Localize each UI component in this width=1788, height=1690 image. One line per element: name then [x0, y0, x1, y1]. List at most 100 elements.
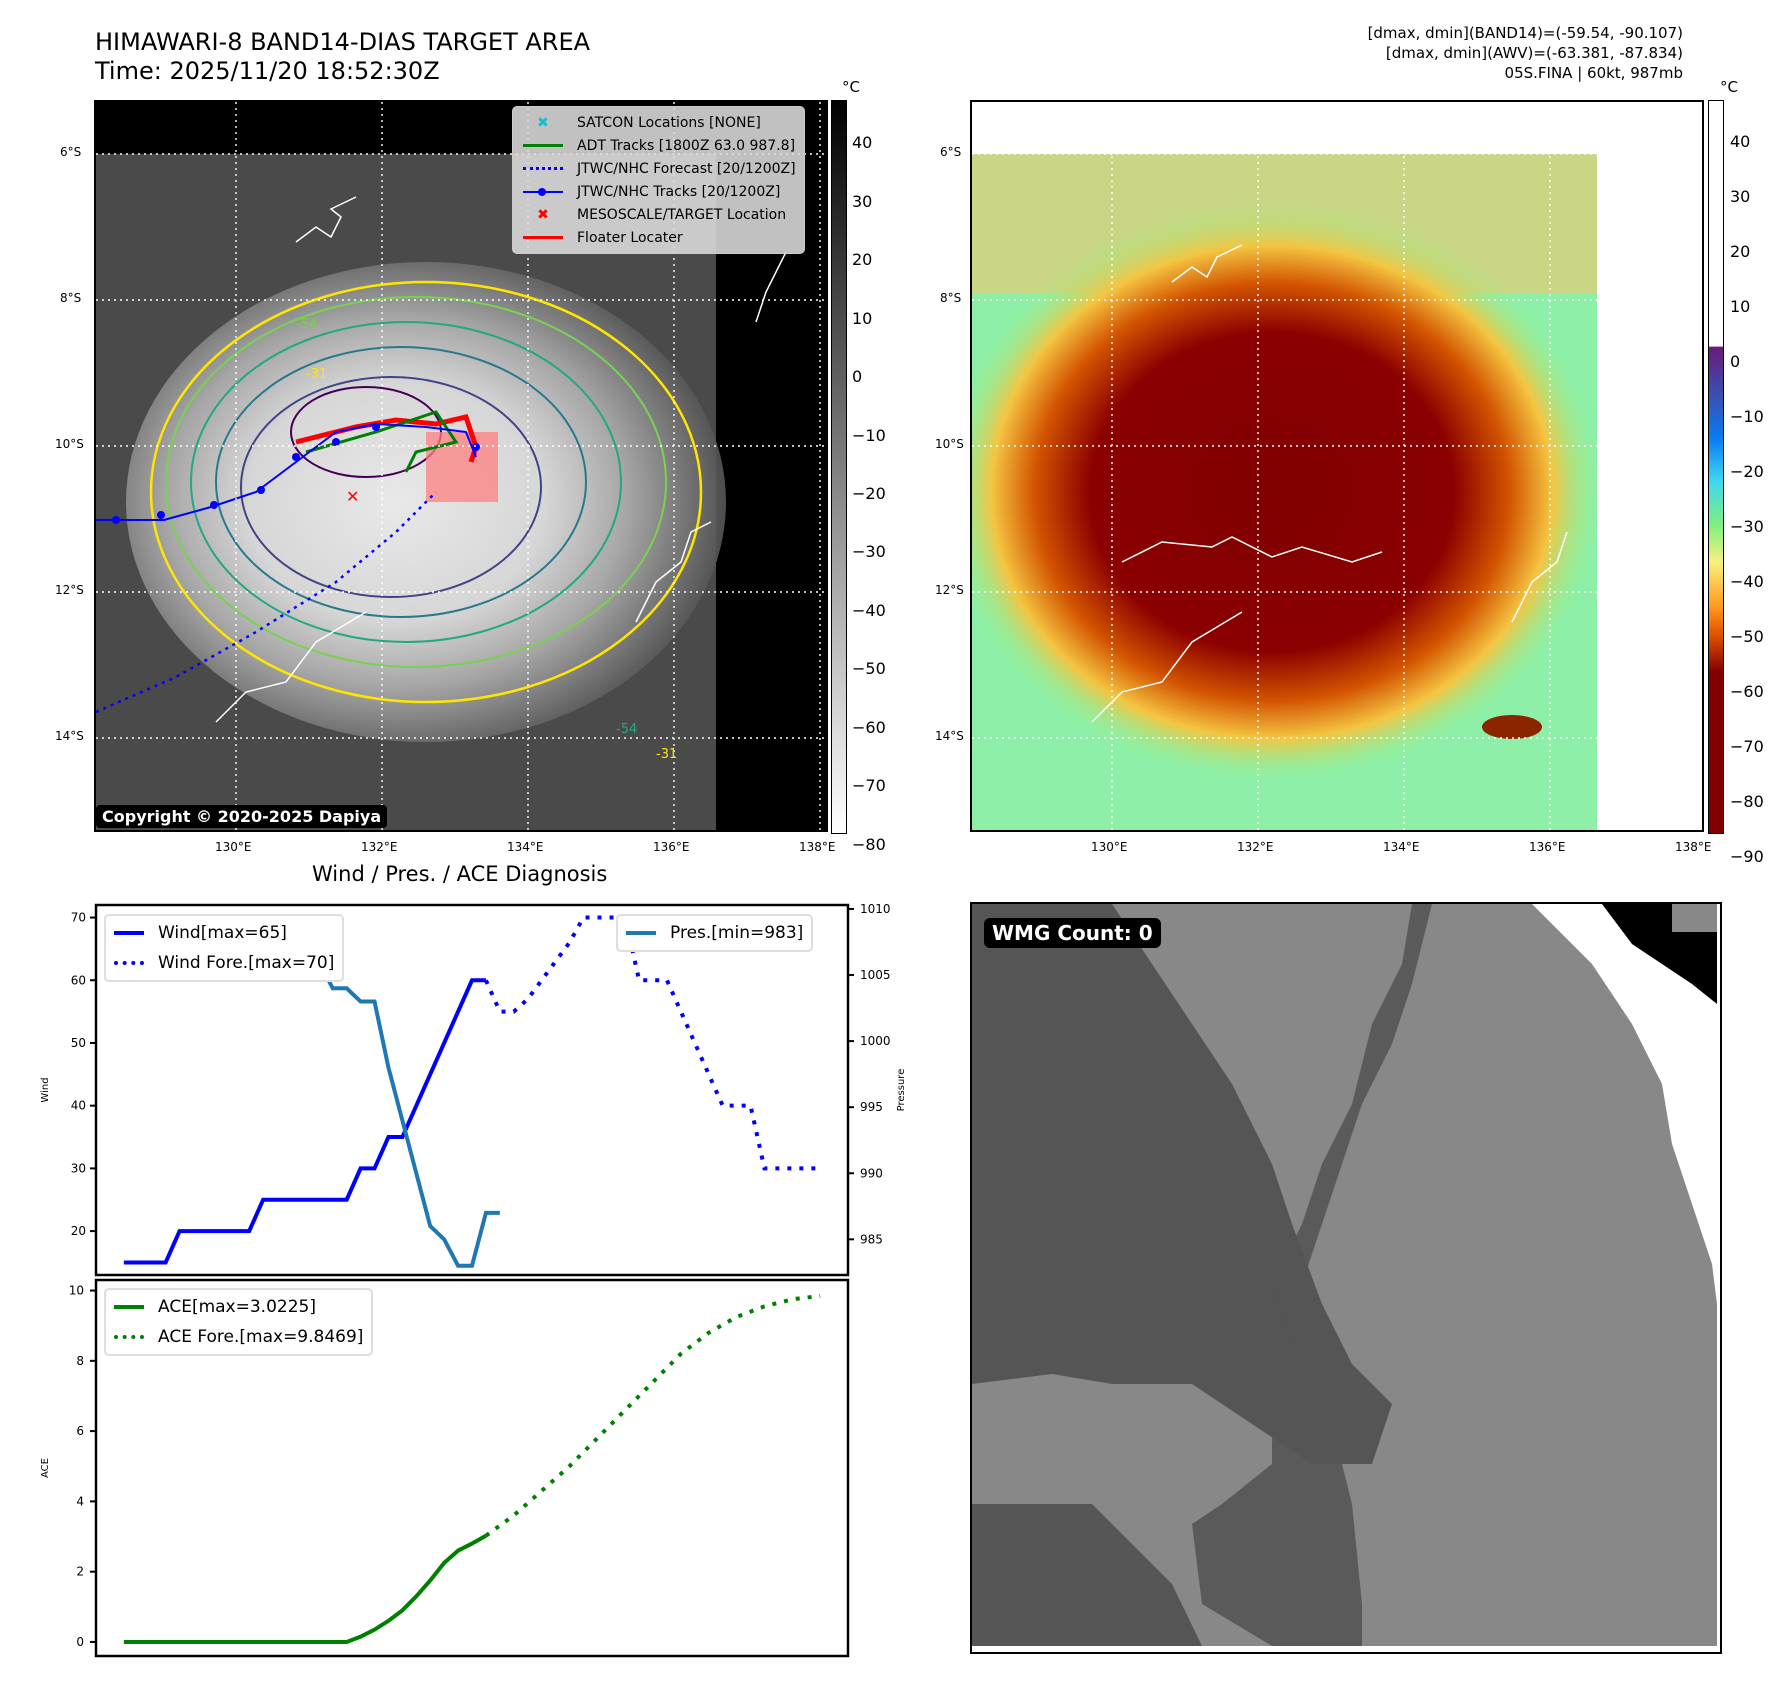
colorbar-tick-label: −80 [852, 834, 886, 854]
y-tick-label: 10 [69, 1284, 84, 1298]
legend-item-wind: Wind[max=65] [114, 918, 334, 948]
lon-label: 130°E [1091, 840, 1128, 854]
wmg-dark-corner [972, 1504, 1202, 1646]
awv-colorbar [1708, 100, 1724, 834]
colorbar-tick-label: 10 [1730, 296, 1751, 316]
jtwc-track-line [96, 422, 477, 521]
colorbar-tick-label: −30 [1730, 516, 1764, 536]
colorbar-tick-label: −70 [1730, 736, 1764, 756]
colorbar-tick-label: −30 [852, 542, 886, 562]
colorbar-tick-label: −40 [852, 600, 886, 620]
colorbar-tick-label: 0 [852, 367, 863, 387]
legend-item-target: ✖ MESOSCALE/TARGET Location [537, 206, 787, 223]
blue-solid-line-icon [114, 931, 144, 935]
y-tick-label: 20 [71, 1224, 86, 1238]
band14-range-info: [dmax, dmin](BAND14)=(-59.54, -90.107) [1367, 24, 1683, 42]
y2-tick-label: 990 [860, 1166, 883, 1180]
colorbar-tick-label: −50 [852, 659, 886, 679]
contour-indigo [240, 376, 542, 598]
legend-item-ace: ACE[max=3.0225] [114, 1292, 363, 1322]
storm-info: 05S.FINA | 60kt, 987mb [1504, 64, 1683, 82]
blue-dotted-line-icon [523, 167, 563, 170]
legend-item-ace-forecast: ACE Fore.[max=9.8469] [114, 1322, 363, 1352]
coastlines [215, 196, 787, 723]
y2-tick-label: 1000 [860, 1034, 891, 1048]
colorbar-tick-label: 40 [1730, 131, 1751, 151]
green-line-icon [523, 144, 563, 147]
colorbar-tick-label: −40 [1730, 571, 1764, 591]
y2-tick-label: 985 [860, 1232, 883, 1246]
y2-tick-label: 1010 [860, 902, 891, 916]
awv-cell [1482, 715, 1542, 739]
y2-axis-label: Pressure [896, 1069, 907, 1112]
colorbar-tick-label: 0 [1730, 351, 1741, 371]
lat-label: 12°S [55, 583, 84, 597]
lon-label: 136°E [1529, 840, 1566, 854]
wmg-panel: WMG Count: 0 [970, 902, 1722, 1654]
colorbar-tick-label: 20 [1730, 241, 1751, 261]
y-tick-label: 40 [71, 1099, 86, 1113]
wmg-dark-band [1132, 904, 1432, 1646]
wmg-white-area [1452, 904, 1717, 1304]
ir-legend: ✖ SATCON Locations [NONE] ADT Tracks [18… [512, 106, 805, 254]
contour-green [165, 296, 667, 668]
ir-colorbar [831, 100, 847, 834]
jtwc-track-points [112, 423, 480, 524]
target-location-marker: ✕ [346, 487, 359, 506]
legend-item-floater: Floater Locater [521, 226, 796, 249]
ir-imagery: ✕ [96, 102, 826, 830]
green-solid-line-icon [114, 1305, 144, 1309]
figure-time: Time: 2025/11/20 18:52:30Z [95, 57, 440, 85]
wind-legend: Wind[max=65] Wind Fore.[max=70] [104, 914, 345, 982]
y-tick-label: 70 [71, 911, 86, 925]
awv-panel [970, 100, 1704, 832]
plot-frame [94, 1278, 850, 1658]
y-axis-label: ACE [40, 1458, 51, 1478]
y-tick-label: 60 [71, 973, 86, 987]
lon-label: 134°E [1383, 840, 1420, 854]
wmg-light-patch [1672, 904, 1717, 932]
lat-label: 14°S [55, 729, 84, 743]
lat-label: 6°S [60, 145, 82, 159]
plot-frame [94, 903, 850, 1277]
y-tick-label: 8 [76, 1354, 84, 1368]
lon-label: 138°E [1675, 840, 1712, 854]
colorbar-tick-label: −70 [852, 776, 886, 796]
ir-satellite-panel: ✕ ✖ SATCON Locations [NONE] ADT Tracks [… [94, 100, 828, 832]
lon-label: 132°E [1237, 840, 1274, 854]
contour-label: -54 [296, 317, 318, 332]
jtwc-forecast-track [96, 491, 437, 714]
colorbar-tick-label: −60 [1730, 681, 1764, 701]
figure-title: HIMAWARI-8 BAND14-DIAS TARGET AREA [95, 28, 591, 56]
y-tick-label: 2 [76, 1565, 84, 1579]
colorbar-tick-label: −20 [852, 484, 886, 503]
y2-tick-label: 1005 [860, 968, 891, 982]
colorbar-tick-label: −90 [1730, 846, 1764, 866]
contour-label: -31 [656, 747, 678, 762]
coastlines [1091, 244, 1568, 723]
y-tick-label: 6 [76, 1424, 84, 1438]
lat-label: 6°S [940, 145, 962, 159]
wmg-count-label: WMG Count: 0 [984, 918, 1161, 948]
lat-label: 12°S [935, 583, 964, 597]
y2-tick-label: 995 [860, 1100, 883, 1114]
cyan-x-icon: ✖ [537, 114, 549, 131]
y-tick-label: 0 [76, 1635, 84, 1649]
legend-item-jtwc-tracks: JTWC/NHC Tracks [20/1200Z] [521, 180, 796, 203]
red-line-icon [523, 236, 563, 239]
colorbar-tick-label: −10 [852, 425, 886, 445]
colorbar-tick-label: −10 [1730, 406, 1764, 426]
mesoscale-target-box [426, 432, 498, 502]
lon-label: 138°E [799, 840, 836, 854]
ace-legend: ACE[max=3.0225] ACE Fore.[max=9.8469] [104, 1288, 374, 1356]
lon-label: 136°E [653, 840, 690, 854]
ir-colorbar-unit: °C [842, 78, 860, 96]
colorbar-tick-label: −50 [1730, 626, 1764, 646]
green-dotted-line-icon [114, 1335, 144, 1339]
legend-item-jtwc-forecast: JTWC/NHC Forecast [20/1200Z] [521, 157, 796, 180]
contour-teal [190, 321, 622, 643]
y-axis-label: Wind [40, 1077, 51, 1102]
colorbar-tick-label: 30 [852, 191, 873, 211]
lat-label: 8°S [60, 291, 82, 305]
legend-item-pressure: Pres.[min=983] [626, 918, 803, 948]
